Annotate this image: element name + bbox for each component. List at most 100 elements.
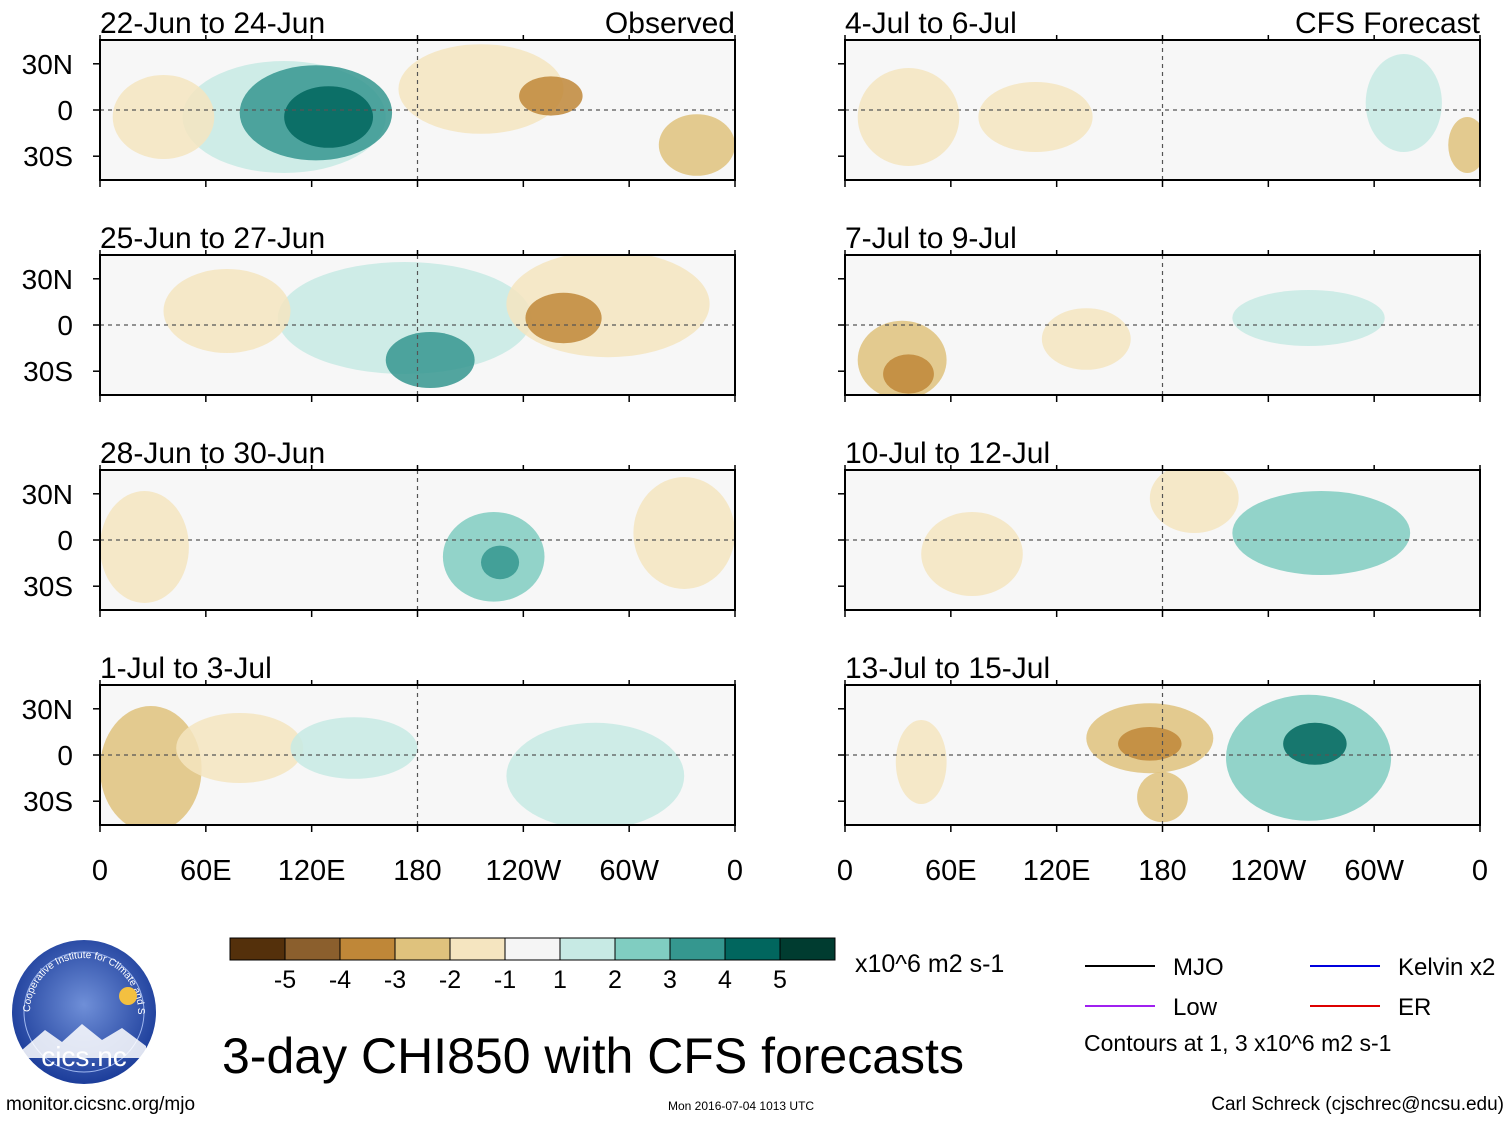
lat-label: 0	[57, 740, 73, 771]
right-panel-3: 10-Jul to 12-Jul	[838, 437, 1481, 617]
anomaly-blob	[883, 354, 934, 394]
left-panel-2: 25-Jun to 27-Jun 30N 0 30S	[22, 222, 736, 402]
lon-label: 60W	[1344, 855, 1404, 887]
lon-label: 120E	[1023, 855, 1091, 887]
colorbar: -5 -4 -3 -2 -1 1 2 3 4 5	[229, 937, 836, 994]
legend-label: Low	[1173, 994, 1218, 1021]
anomaly-blob	[1118, 727, 1182, 761]
lon-label: 0	[727, 855, 743, 887]
figure-title: 3-day CHI850 with CFS forecasts	[222, 1028, 964, 1084]
anomaly-blob	[1232, 491, 1411, 575]
contour-legend: MJO Kelvin x2 Low ER	[1085, 954, 1495, 1021]
lat-label: 0	[57, 525, 73, 556]
anomaly-blob	[857, 68, 960, 166]
colorbar-tick: -2	[439, 966, 461, 994]
lat-label: 0	[57, 95, 73, 126]
colorbar-tick: -3	[384, 966, 406, 994]
lat-label: 30N	[22, 694, 73, 725]
lat-label: 30N	[22, 49, 73, 80]
left-panel-3: 28-Jun to 30-Jun 30N 0 30S	[22, 437, 736, 617]
anomaly-blob	[481, 545, 520, 580]
legend-label: ER	[1398, 994, 1431, 1021]
colorbar-swatch	[229, 937, 286, 961]
lat-label: 30S	[23, 356, 73, 387]
colorbar-swatch	[449, 937, 506, 961]
footer-credit: Carl Schreck (cjschrec@ncsu.edu)	[1211, 1094, 1504, 1115]
anomaly-blob	[895, 720, 947, 804]
cicsnc-logo: Cooperative Institute for Climate and Sa…	[7, 930, 158, 1086]
lon-label: 60W	[599, 855, 659, 887]
colorbar-swatch	[284, 937, 341, 961]
anomaly-field	[112, 44, 735, 176]
lon-label: 0	[837, 855, 853, 887]
anomaly-field	[100, 706, 685, 825]
anomaly-blob	[658, 114, 735, 176]
panel-label: Observed	[605, 7, 735, 40]
legend-label: Kelvin x2	[1398, 954, 1495, 981]
anomaly-blob	[1283, 722, 1347, 765]
legend-label: MJO	[1173, 954, 1224, 981]
anomaly-blob	[100, 491, 189, 603]
anomaly-blob	[284, 86, 374, 148]
anomaly-blob	[519, 76, 583, 116]
lat-label: 0	[57, 310, 73, 341]
panel-date: 1-Jul to 3-Jul	[100, 652, 272, 685]
lon-label: 120E	[278, 855, 346, 887]
lat-label: 30N	[22, 264, 73, 295]
anomaly-blob	[398, 44, 564, 134]
colorbar-tick: 3	[663, 966, 677, 994]
legend-note: Contours at 1, 3 x10^6 m2 s-1	[1084, 1030, 1392, 1056]
anomaly-blob	[163, 269, 291, 353]
left-panel-4: 1-Jul to 3-Jul 30N 0 30S	[22, 652, 736, 832]
anomaly-blob	[1149, 470, 1239, 533]
colorbar-swatch	[559, 937, 616, 961]
anomaly-blob	[1365, 54, 1442, 152]
colorbar-swatch	[339, 937, 396, 961]
anomaly-field	[857, 290, 1385, 395]
colorbar-tick: -1	[494, 966, 516, 994]
lat-label: 30S	[23, 571, 73, 602]
footer-timestamp: Mon 2016-07-04 1013 UTC	[668, 1099, 815, 1113]
anomaly-blob	[921, 512, 1023, 596]
colorbar-units: x10^6 m2 s-1	[855, 950, 1005, 978]
colorbar-tick: 5	[773, 966, 787, 994]
anomaly-blob	[112, 75, 215, 159]
anomaly-blob	[506, 722, 685, 825]
lat-label: 30S	[23, 141, 73, 172]
colorbar-swatch	[614, 937, 671, 961]
lat-label: 30N	[22, 479, 73, 510]
anomaly-blob	[525, 292, 602, 344]
anomaly-field	[163, 255, 710, 388]
panel-date: 28-Jun to 30-Jun	[100, 437, 325, 470]
lon-label: 0	[92, 855, 108, 887]
panel-date: 4-Jul to 6-Jul	[845, 7, 1017, 40]
panel-date: 22-Jun to 24-Jun	[100, 7, 325, 40]
colorbar-tick: -5	[274, 966, 296, 994]
panel-date: 25-Jun to 27-Jun	[100, 222, 325, 255]
logo-text: cics.nc	[41, 1041, 127, 1072]
anomaly-blob	[978, 82, 1093, 152]
colorbar-swatch	[504, 937, 561, 961]
panel-date: 10-Jul to 12-Jul	[845, 437, 1050, 470]
anomaly-blob	[385, 332, 475, 388]
colorbar-tick: 4	[718, 966, 732, 994]
lon-label: 60E	[925, 855, 977, 887]
panel-date: 7-Jul to 9-Jul	[845, 222, 1017, 255]
lon-label: 120W	[485, 855, 561, 887]
right-panel-2: 7-Jul to 9-Jul	[838, 222, 1481, 402]
panel-date: 13-Jul to 15-Jul	[845, 652, 1050, 685]
anomaly-blob	[1041, 308, 1131, 370]
lon-label: 120W	[1230, 855, 1306, 887]
colorbar-tick: -4	[329, 966, 351, 994]
footer-url[interactable]: monitor.cicsnc.org/mjo	[6, 1094, 196, 1115]
anomaly-blob	[290, 717, 418, 779]
lon-label: 180	[1138, 855, 1186, 887]
anomaly-field	[100, 477, 735, 603]
colorbar-swatch	[779, 937, 836, 961]
right-panel-1: 4-Jul to 6-Jul CFS Forecast	[838, 7, 1481, 187]
lon-label: 60E	[180, 855, 232, 887]
lon-label: 180	[393, 855, 441, 887]
left-panel-1: 22-Jun to 24-Jun Observed 30N 0 30S	[22, 7, 736, 187]
